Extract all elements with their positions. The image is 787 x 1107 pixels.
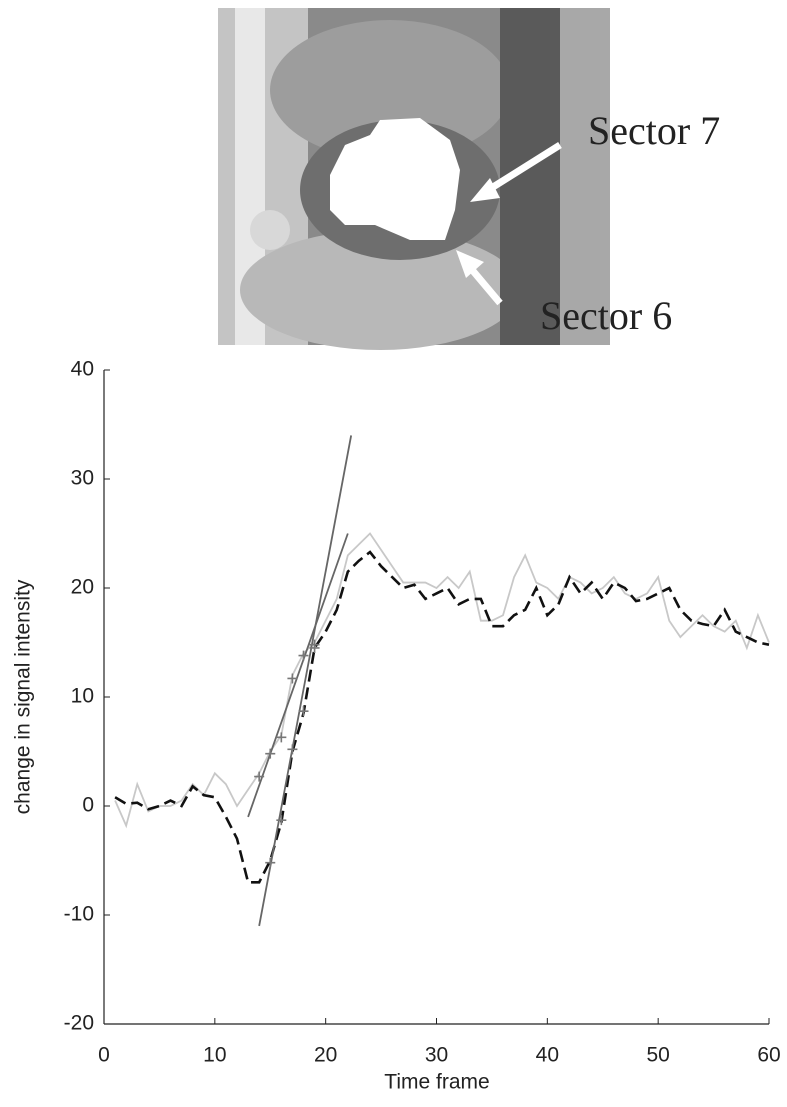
- y-axis-label: change in signal intensity: [12, 579, 35, 814]
- line: [114, 532, 770, 829]
- cross-marker: [265, 748, 276, 759]
- sector-label: Sector 6: [540, 293, 672, 338]
- y-tick-label: 30: [71, 467, 94, 490]
- cross-marker: [287, 673, 298, 684]
- y-tick-label: -20: [64, 1012, 94, 1035]
- cross-marker: [287, 744, 298, 755]
- y-tick-label: 40: [71, 358, 94, 381]
- line: [258, 435, 353, 927]
- x-tick-label: 30: [425, 1044, 448, 1067]
- cross-marker: [276, 732, 287, 743]
- arrows: [456, 142, 562, 306]
- y-tick-label: 20: [71, 576, 94, 599]
- x-tick-label: 50: [646, 1044, 669, 1067]
- x-axis-label: Time frame: [384, 1071, 489, 1094]
- x-tick-label: 60: [757, 1044, 780, 1067]
- y-tick-label: -10: [64, 903, 94, 926]
- mri-image: [218, 8, 610, 350]
- cross-marker: [309, 642, 320, 653]
- y-tick-label: 10: [71, 685, 94, 708]
- line: [247, 533, 349, 818]
- x-tick-label: 20: [314, 1044, 337, 1067]
- x-tick-label: 0: [98, 1044, 110, 1067]
- cross-marker: [298, 706, 309, 717]
- cross-marker: [265, 857, 276, 868]
- y-tick-label: 0: [82, 794, 94, 817]
- x-tick-label: 40: [536, 1044, 559, 1067]
- dashed-line: [114, 550, 770, 884]
- cross-marker: [298, 650, 309, 661]
- cross-marker: [276, 815, 287, 826]
- sector-label: Sector 7: [588, 108, 720, 153]
- x-tick-label: 10: [203, 1044, 226, 1067]
- cross-marker: [254, 771, 265, 782]
